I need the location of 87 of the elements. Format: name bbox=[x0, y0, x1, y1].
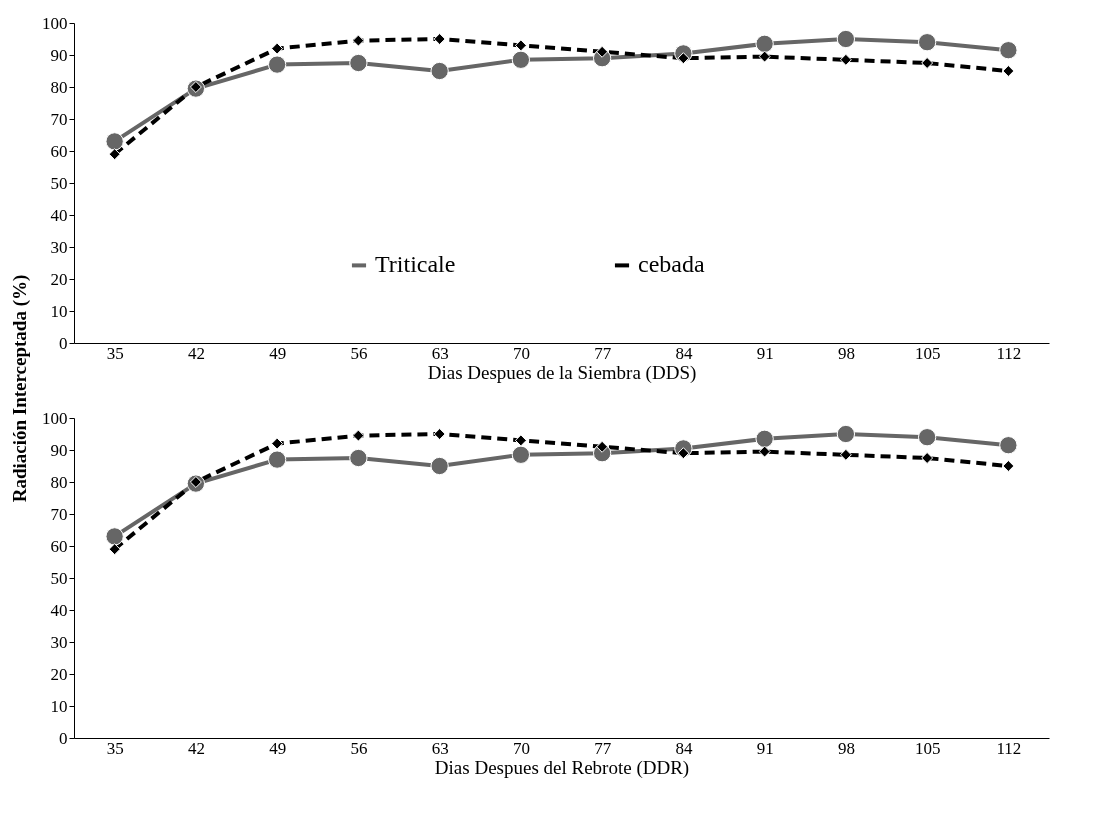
point bbox=[839, 53, 852, 66]
point bbox=[349, 53, 368, 73]
legend-label: cebada bbox=[638, 251, 705, 278]
x-tick-label: 105 bbox=[914, 738, 941, 758]
point bbox=[758, 445, 771, 458]
point bbox=[430, 456, 449, 476]
x-tick-label: 84 bbox=[675, 738, 693, 758]
x-tick-label: 56 bbox=[350, 738, 368, 758]
x-tick-label: 105 bbox=[914, 343, 941, 363]
y-tick-label: 0 bbox=[59, 728, 68, 748]
y-tick-label: 70 bbox=[50, 504, 68, 524]
point bbox=[105, 527, 124, 546]
x-tick-label: 35 bbox=[106, 738, 124, 758]
point bbox=[105, 132, 124, 151]
y-tick-label: 0 bbox=[59, 333, 68, 353]
point bbox=[433, 33, 446, 45]
point bbox=[836, 29, 856, 49]
y-tick-label: 80 bbox=[50, 472, 68, 492]
point bbox=[755, 34, 774, 53]
x-tick-label: 91 bbox=[756, 343, 774, 363]
x-tick-label: 63 bbox=[431, 738, 449, 758]
y-tick-label: 60 bbox=[50, 536, 68, 556]
point bbox=[267, 55, 287, 74]
x-tick-label: 42 bbox=[187, 343, 205, 363]
y-tick-label: 100 bbox=[42, 13, 68, 33]
point bbox=[758, 50, 771, 63]
x-tick-label: 49 bbox=[269, 738, 287, 758]
x-tick-label: 91 bbox=[756, 738, 774, 758]
y-tick-label: 50 bbox=[50, 173, 68, 193]
point bbox=[352, 429, 365, 442]
y-axis-title: Radiación Interceptada (%) bbox=[9, 274, 31, 503]
point bbox=[511, 50, 531, 69]
y-tick-label: 90 bbox=[50, 45, 68, 65]
x-tick-label: 112 bbox=[996, 343, 1022, 363]
y-tick-label: 10 bbox=[50, 696, 68, 716]
x-tick-label: 56 bbox=[350, 343, 368, 363]
point bbox=[917, 428, 937, 447]
point bbox=[514, 39, 527, 52]
y-tick-label: 100 bbox=[42, 408, 68, 428]
x-tick-label: 84 bbox=[675, 343, 693, 363]
x-tick-label: 98 bbox=[837, 738, 855, 758]
point bbox=[430, 61, 449, 81]
y-tick-label: 50 bbox=[50, 568, 68, 588]
y-tick-label: 40 bbox=[50, 600, 68, 620]
point bbox=[271, 42, 284, 55]
y-tick-label: 40 bbox=[50, 205, 68, 225]
x-tick-label: 49 bbox=[269, 343, 287, 363]
x-tick-label: 70 bbox=[512, 738, 530, 758]
x-axis-title: Dias Despues de la Siembra (DDS) bbox=[427, 361, 697, 384]
point bbox=[917, 33, 937, 52]
y-tick-label: 30 bbox=[50, 237, 68, 257]
point bbox=[352, 34, 365, 47]
y-tick-label: 20 bbox=[50, 269, 68, 289]
point bbox=[514, 434, 527, 447]
x-axis-title: Dias Despues del Rebrote (DDR) bbox=[434, 756, 690, 779]
x-tick-label: 63 bbox=[431, 343, 449, 363]
point bbox=[1002, 65, 1015, 77]
x-tick-label: 42 bbox=[187, 738, 205, 758]
x-tick-label: 70 bbox=[512, 343, 530, 363]
point bbox=[755, 429, 774, 448]
legend-label: Triticale bbox=[375, 251, 456, 278]
point bbox=[108, 543, 121, 556]
y-tick-label: 20 bbox=[50, 664, 68, 684]
x-tick-label: 77 bbox=[594, 738, 612, 758]
point bbox=[349, 448, 368, 468]
y-tick-label: 10 bbox=[50, 301, 68, 321]
y-tick-label: 30 bbox=[50, 632, 68, 652]
x-tick-label: 98 bbox=[837, 343, 855, 363]
x-tick-label: 77 bbox=[594, 343, 612, 363]
point bbox=[433, 428, 446, 440]
point bbox=[271, 437, 284, 450]
x-tick-label: 35 bbox=[106, 343, 124, 363]
point bbox=[999, 436, 1018, 455]
point bbox=[511, 445, 531, 464]
point bbox=[1002, 460, 1015, 472]
point bbox=[836, 424, 856, 444]
y-tick-label: 60 bbox=[50, 141, 68, 161]
point bbox=[267, 450, 287, 469]
point bbox=[921, 57, 934, 69]
y-tick-label: 70 bbox=[50, 109, 68, 129]
point bbox=[921, 452, 934, 464]
x-tick-label: 112 bbox=[996, 738, 1022, 758]
y-tick-label: 90 bbox=[50, 440, 68, 460]
y-tick-label: 80 bbox=[50, 77, 68, 97]
point bbox=[999, 41, 1018, 60]
point bbox=[839, 448, 852, 461]
point bbox=[108, 148, 121, 161]
